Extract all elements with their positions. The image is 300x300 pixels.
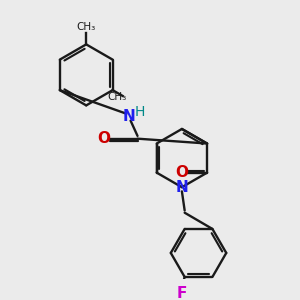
- Text: CH₃: CH₃: [76, 22, 96, 32]
- Text: O: O: [98, 130, 111, 146]
- Text: H: H: [135, 105, 145, 119]
- Text: CH₃: CH₃: [107, 92, 126, 102]
- Text: O: O: [176, 165, 189, 180]
- Text: F: F: [176, 286, 187, 300]
- Text: N: N: [176, 180, 188, 195]
- Text: N: N: [123, 109, 136, 124]
